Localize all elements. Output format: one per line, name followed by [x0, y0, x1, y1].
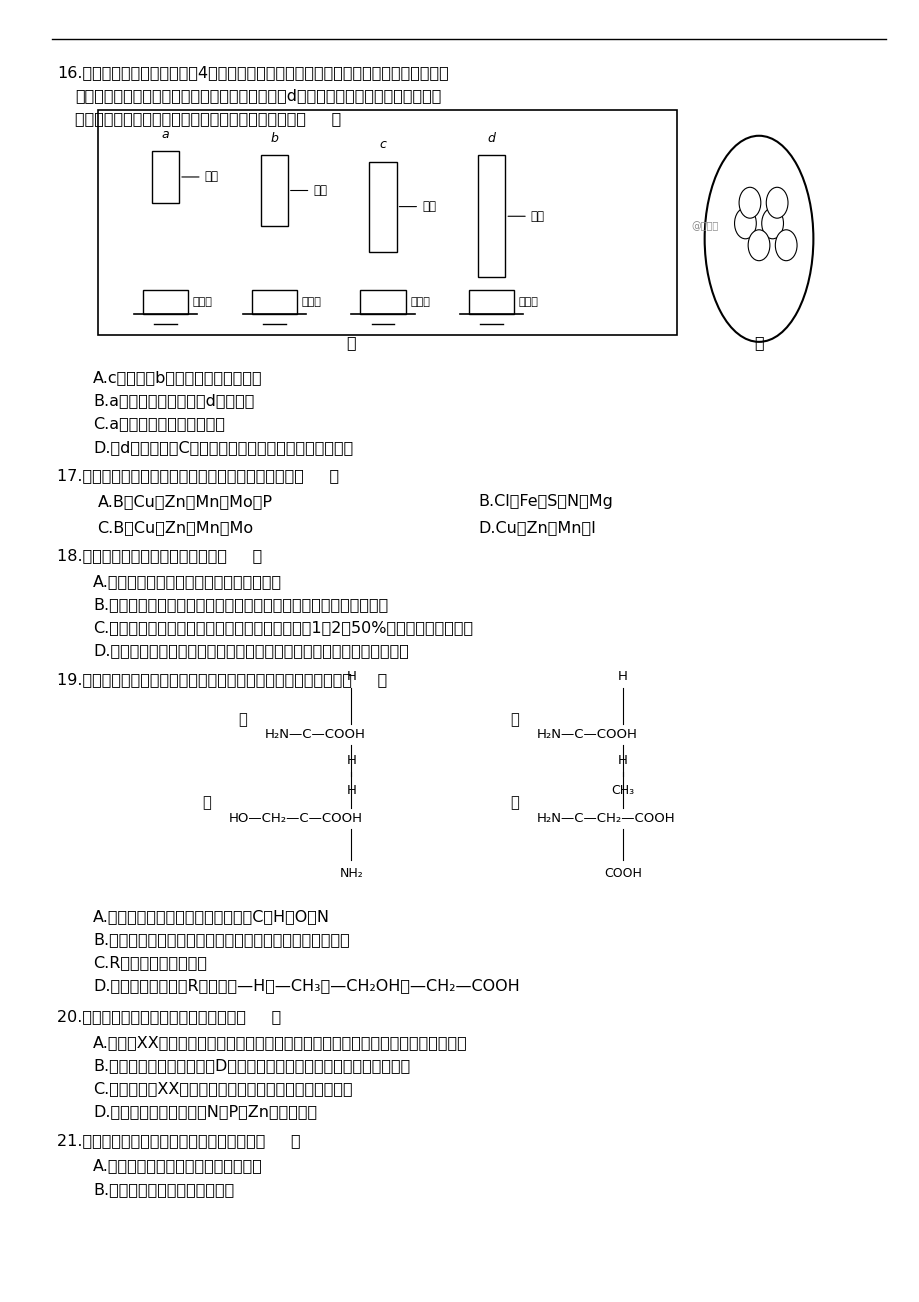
Text: CH₃: CH₃: [611, 784, 634, 797]
Text: 丙: 丙: [202, 796, 210, 811]
Text: B.含有氨基和羧基的化合物都是构成生物体蛋白质的氨基酸: B.含有氨基和羧基的化合物都是构成生物体蛋白质的氨基酸: [93, 932, 349, 947]
Circle shape: [738, 187, 760, 219]
Text: A.构成上述氨基酸分子的基本元素是C、H、O、N: A.构成上述氨基酸分子的基本元素是C、H、O、N: [93, 909, 330, 923]
Text: HO—CH₂—C—COOH: HO—CH₂—C—COOH: [229, 812, 363, 825]
Circle shape: [775, 229, 796, 260]
Text: C.a条件下可能观察不到细胞: C.a条件下可能观察不到细胞: [93, 417, 225, 431]
Text: H: H: [346, 671, 356, 684]
Bar: [260, 155, 288, 227]
Bar: [478, 155, 505, 277]
Text: 丁: 丁: [510, 796, 518, 811]
Circle shape: [761, 208, 783, 238]
Text: H₂N—C—COOH: H₂N—C—COOH: [537, 728, 637, 741]
Text: b: b: [270, 132, 278, 145]
Text: D.Cu、Zn、Mn、I: D.Cu、Zn、Mn、I: [478, 519, 596, 535]
Text: 载玻片: 载玻片: [518, 297, 539, 307]
Text: D.在稀释的蛋清液中加入双缩脲试剂，振荡摇匀，可看到溶液变为紫红色: D.在稀释的蛋清液中加入双缩脲试剂，振荡摇匀，可看到溶液变为紫红色: [93, 643, 408, 659]
Bar: [360, 290, 405, 314]
Text: @正确云: @正确云: [690, 221, 718, 230]
Text: 甲: 甲: [238, 712, 247, 727]
Circle shape: [733, 208, 755, 238]
Text: 19.下图是四种构成蛋白质的氨基酸的结构式，有关叙述错误的是（     ）: 19.下图是四种构成蛋白质的氨基酸的结构式，有关叙述错误的是（ ）: [57, 672, 387, 686]
Text: H: H: [618, 754, 628, 767]
Text: C.R基决定氨基酸的种类: C.R基决定氨基酸的种类: [93, 954, 207, 970]
Text: A.B、Cu、Zn、Mn、Mo、P: A.B、Cu、Zn、Mn、Mo、P: [97, 493, 272, 509]
Bar: [251, 290, 297, 314]
Text: 16.用显微镜的一个目镜分别与4个不同物镜组合来观察某一细胞装片。当成像清晰时，每: 16.用显微镜的一个目镜分别与4个不同物镜组合来观察某一细胞装片。当成像清晰时，…: [57, 65, 448, 79]
Text: 18.以下关于实验的描述，正确的是（     ）: 18.以下关于实验的描述，正确的是（ ）: [57, 548, 262, 562]
Text: C.脂肪的鉴定中发现满视野都呈现橘黄色，于是滴1～2滴50%盐酸洗去多余的染料: C.脂肪的鉴定中发现满视野都呈现橘黄色，于是滴1～2滴50%盐酸洗去多余的染料: [93, 620, 472, 635]
Ellipse shape: [704, 135, 812, 342]
Text: H: H: [346, 754, 356, 767]
Text: C.B、Cu、Zn、Mn、Mo: C.B、Cu、Zn、Mn、Mo: [97, 519, 254, 535]
Text: A.本产品XX牌八宝粥由莲子、淀粉、桂圆等精制而成，适合糖尿病患者，绝对不含糖: A.本产品XX牌八宝粥由莲子、淀粉、桂圆等精制而成，适合糖尿病患者，绝对不含糖: [93, 1035, 467, 1049]
Text: B.Cl、Fe、S、N、Mg: B.Cl、Fe、S、N、Mg: [478, 493, 612, 509]
Text: 甲: 甲: [346, 336, 356, 350]
Bar: [142, 290, 188, 314]
Text: 乙: 乙: [510, 712, 518, 727]
Bar: [97, 109, 676, 336]
Text: B.西瓜汁中含有丰富的葡萄糖和果糖，可用作还原糖鉴定的替代材料: B.西瓜汁中含有丰富的葡萄糖和果糖，可用作还原糖鉴定的替代材料: [93, 596, 388, 612]
Text: H₂N—C—COOH: H₂N—C—COOH: [265, 728, 366, 741]
Text: A.利用光学显微镜可观察到质壁分离的细胞: A.利用光学显微镜可观察到质壁分离的细胞: [93, 574, 282, 589]
Text: NH₂: NH₂: [339, 867, 363, 880]
Text: 物镜: 物镜: [530, 210, 544, 223]
Text: a: a: [162, 128, 169, 141]
Text: A.c条件下比b条件下看到的细胞数多: A.c条件下比b条件下看到的细胞数多: [93, 370, 262, 385]
Text: 21.关于生命活动离不开细胞，叙述错误的是（     ）: 21.关于生命活动离不开细胞，叙述错误的是（ ）: [57, 1133, 301, 1148]
Text: B.a条件下视野的亮度比d条件下大: B.a条件下视野的亮度比d条件下大: [93, 393, 255, 409]
Text: 物镜: 物镜: [312, 184, 327, 197]
Text: c: c: [380, 138, 386, 151]
Text: H₂N—C—CH₂—COOH: H₂N—C—CH₂—COOH: [537, 812, 675, 825]
Text: 17.在构成玉米的下列元素中，属于微量元素的一组是（     ）: 17.在构成玉米的下列元素中，属于微量元素的一组是（ ）: [57, 469, 338, 483]
Text: D.上述四种氨基酸的R基依次是—H、—CH₃、—CH₂OH、—CH₂—COOH: D.上述四种氨基酸的R基依次是—H、—CH₃、—CH₂OH、—CH₂—COOH: [93, 978, 519, 993]
Text: D.由d条件转变为C条件下观察时应先将装片向右上方移动: D.由d条件转变为C条件下观察时应先将装片向右上方移动: [93, 440, 353, 454]
Text: A.细胞是生物体结构和功能的基本单位: A.细胞是生物体结构和功能的基本单位: [93, 1159, 263, 1173]
Text: d: d: [487, 132, 495, 145]
Bar: [369, 161, 396, 251]
Text: 载玻片: 载玻片: [301, 297, 321, 307]
Text: 一物镜与载玻片的距离如图甲所示。图乙是甲图中d条件下观察到的视野，如果不改变: 一物镜与载玻片的距离如图甲所示。图乙是甲图中d条件下观察到的视野，如果不改变: [74, 89, 441, 103]
Text: C.请放心饮用XX系列饮料，该饮料绝对不含任何化学物质: C.请放心饮用XX系列饮料，该饮料绝对不含任何化学物质: [93, 1081, 352, 1096]
Circle shape: [766, 187, 788, 219]
Circle shape: [747, 229, 769, 260]
Bar: [469, 290, 514, 314]
Text: D.这种口服液含有丰富的N、P、Zn等微量元素: D.这种口服液含有丰富的N、P、Zn等微量元素: [93, 1104, 317, 1120]
Text: COOH: COOH: [604, 867, 641, 880]
Bar: [152, 151, 179, 203]
Text: B.细胞是代谢和遗传的基本单位: B.细胞是代谢和遗传的基本单位: [93, 1182, 234, 1197]
Text: 20.下列广告语在科学性上没有错误的是（     ）: 20.下列广告语在科学性上没有错误的是（ ）: [57, 1009, 280, 1025]
Text: 物镜: 物镜: [422, 201, 436, 214]
Text: 载玻片: 载玻片: [192, 297, 212, 307]
Text: H: H: [618, 671, 628, 684]
Text: 载玻片的位置、光圈及反光镜，下列说法不正确的是（     ）: 载玻片的位置、光圈及反光镜，下列说法不正确的是（ ）: [74, 111, 341, 126]
Text: H: H: [346, 784, 356, 797]
Text: B.服用鱼肝油（富含维生素D）有助于您的宝宝骨骼健康，促进骨骼发育: B.服用鱼肝油（富含维生素D）有助于您的宝宝骨骼健康，促进骨骼发育: [93, 1059, 410, 1073]
Text: 物镜: 物镜: [204, 171, 218, 184]
Text: 乙: 乙: [754, 336, 763, 350]
Text: 载玻片: 载玻片: [410, 297, 429, 307]
